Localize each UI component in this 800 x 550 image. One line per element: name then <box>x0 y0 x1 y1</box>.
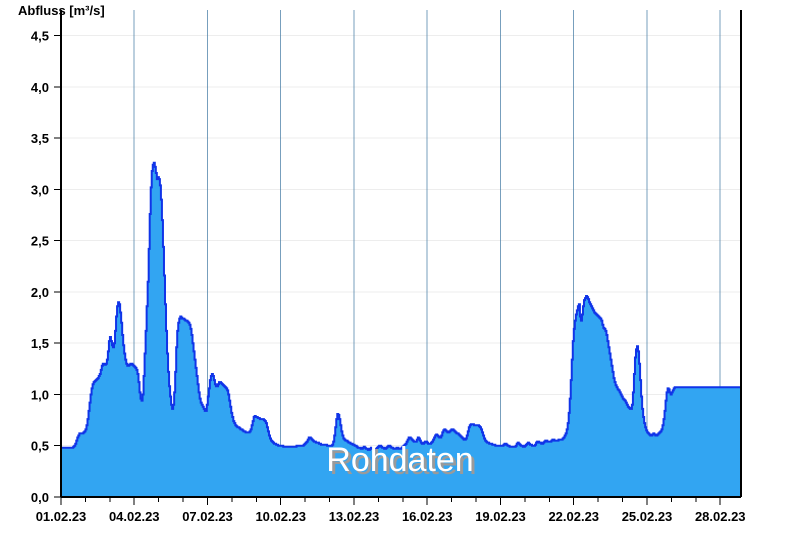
discharge-line <box>61 161 741 451</box>
y-tick-label: 1,5 <box>31 336 49 351</box>
x-tick-label: 07.02.23 <box>182 509 233 524</box>
x-tick-label: 16.02.23 <box>402 509 453 524</box>
y-tick-label: 4,0 <box>31 80 49 95</box>
y-tick-label: 2,0 <box>31 285 49 300</box>
y-axis-ticks: 0,0 0,5 1,0 1,5 2,0 2,5 3,0 3,5 4,0 4,5 <box>31 29 61 505</box>
watermark-rohdaten: Rohdaten <box>326 441 473 479</box>
watermark-shadow: Rohdaten <box>329 444 476 482</box>
x-tick-label: 04.02.23 <box>109 509 160 524</box>
y-tick-label: 4,5 <box>31 29 49 44</box>
x-tick-label: 22.02.23 <box>548 509 599 524</box>
x-tick-label: 10.02.23 <box>255 509 306 524</box>
x-tick-label: 13.02.23 <box>329 509 380 524</box>
x-tick-label: 28.02.23 <box>695 509 746 524</box>
y-tick-label: 3,5 <box>31 131 49 146</box>
x-tick-label: 25.02.23 <box>622 509 673 524</box>
x-axis-ticks: 01.02.23 04.02.23 07.02.23 10.02.23 13.02.23… <box>36 497 746 524</box>
y-tick-label: 0,0 <box>31 490 49 505</box>
x-tick-label: 19.02.23 <box>475 509 526 524</box>
day-gridlines <box>133 10 721 497</box>
y-tick-label: 2,5 <box>31 234 49 249</box>
x-tick-label: 01.02.23 <box>36 509 87 524</box>
y-tick-label: 3,0 <box>31 182 49 197</box>
y-tick-label: 1,0 <box>31 387 49 402</box>
y-tick-label: 0,5 <box>31 439 49 454</box>
